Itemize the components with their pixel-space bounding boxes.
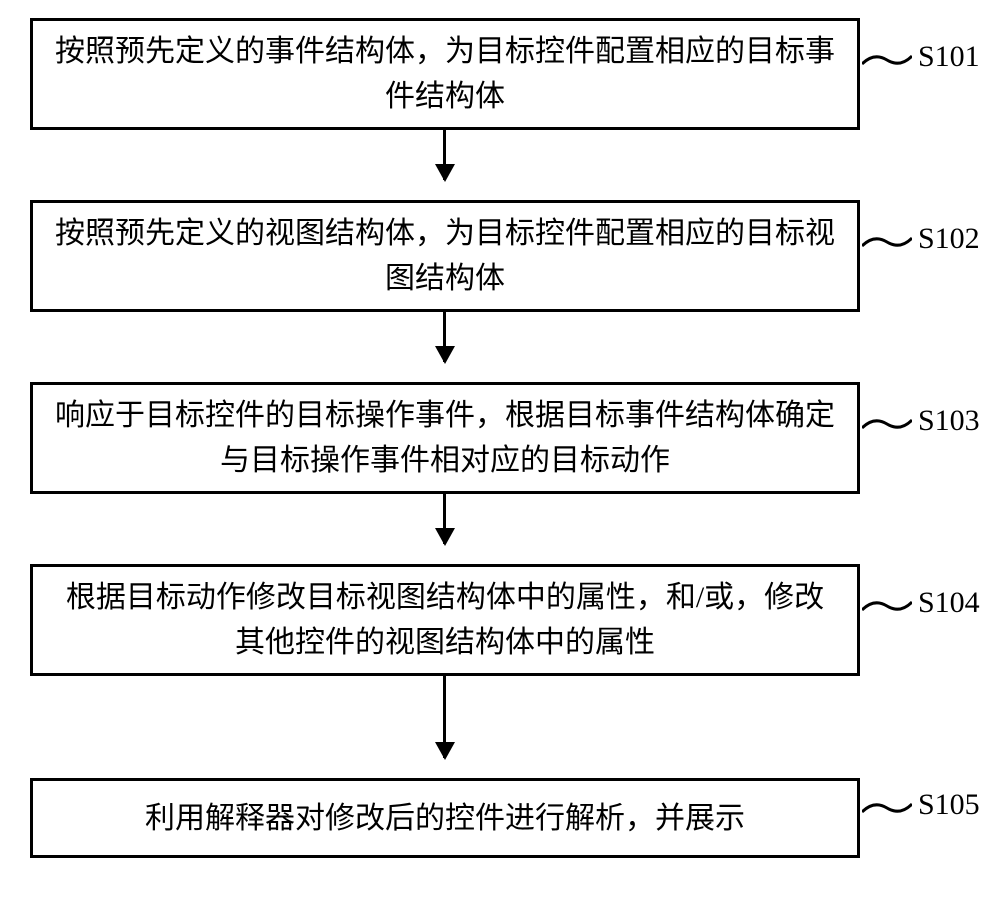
step-label-s103: S103 <box>918 404 980 438</box>
step-label-s101: S101 <box>918 40 980 74</box>
step-text: 利用解释器对修改后的控件进行解析，并展示 <box>145 796 745 841</box>
step-label-s102: S102 <box>918 222 980 256</box>
label-connector-icon <box>862 798 912 818</box>
flow-step-s101: 按照预先定义的事件结构体，为目标控件配置相应的目标事件结构体 <box>30 18 860 130</box>
label-connector-icon <box>862 232 912 252</box>
step-label-s105: S105 <box>918 788 980 822</box>
flow-step-s103: 响应于目标控件的目标操作事件，根据目标事件结构体确定与目标操作事件相对应的目标动… <box>30 382 860 494</box>
step-text: 响应于目标控件的目标操作事件，根据目标事件结构体确定与目标操作事件相对应的目标动… <box>53 393 837 483</box>
flow-step-s102: 按照预先定义的视图结构体，为目标控件配置相应的目标视图结构体 <box>30 200 860 312</box>
flowchart-container: 按照预先定义的事件结构体，为目标控件配置相应的目标事件结构体 S101 按照预先… <box>0 0 1000 904</box>
step-text: 按照预先定义的事件结构体，为目标控件配置相应的目标事件结构体 <box>53 29 837 119</box>
label-connector-icon <box>862 596 912 616</box>
step-label-s104: S104 <box>918 586 980 620</box>
flow-step-s105: 利用解释器对修改后的控件进行解析，并展示 <box>30 778 860 858</box>
flow-arrow <box>443 130 446 180</box>
label-connector-icon <box>862 414 912 434</box>
flow-arrow <box>443 676 446 758</box>
label-connector-icon <box>862 50 912 70</box>
flow-step-s104: 根据目标动作修改目标视图结构体中的属性，和/或，修改其他控件的视图结构体中的属性 <box>30 564 860 676</box>
flow-arrow <box>443 312 446 362</box>
flow-arrow <box>443 494 446 544</box>
step-text: 根据目标动作修改目标视图结构体中的属性，和/或，修改其他控件的视图结构体中的属性 <box>53 575 837 665</box>
step-text: 按照预先定义的视图结构体，为目标控件配置相应的目标视图结构体 <box>53 211 837 301</box>
